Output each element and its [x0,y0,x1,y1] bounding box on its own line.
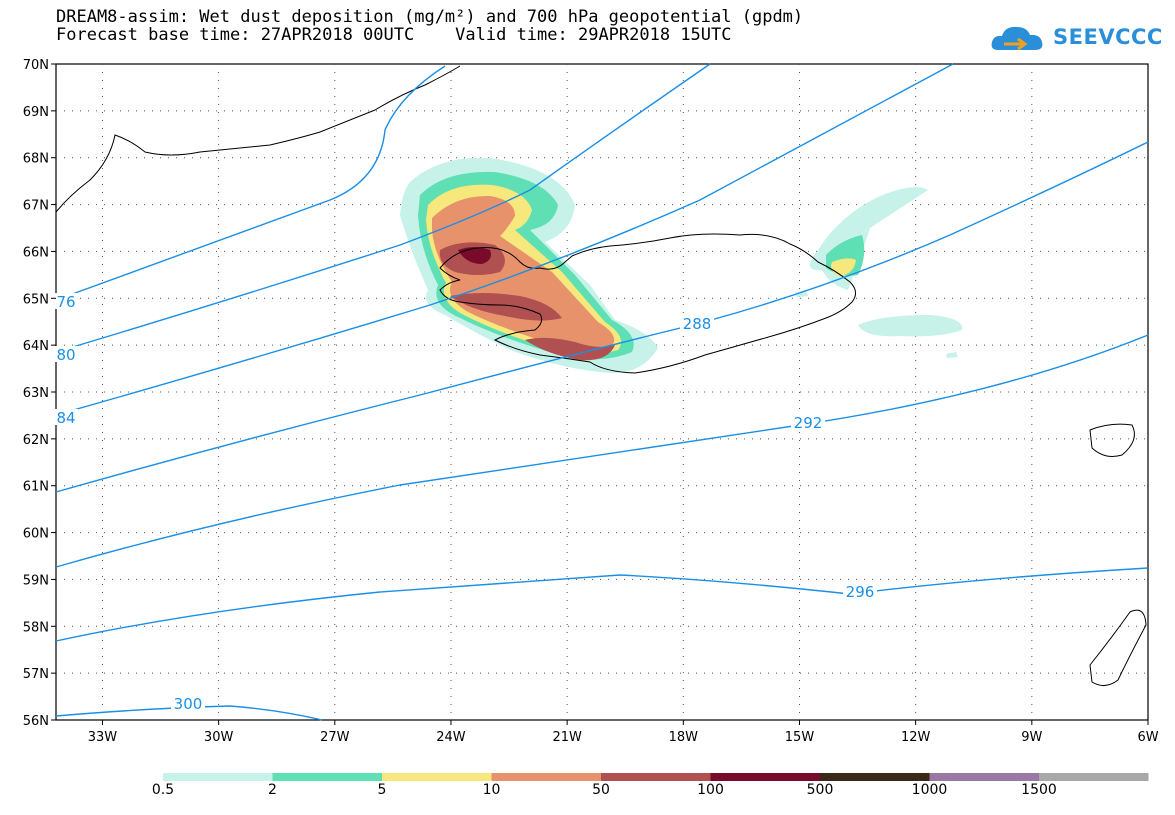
legend-swatch [272,773,382,781]
legend-label: 500 [806,782,834,798]
contour-label: 84 [56,409,75,427]
contour-line [55,141,1149,493]
legend-label: 50 [592,782,610,798]
lat-label: 62N [23,433,49,448]
contour-line [55,334,1149,568]
contour-label: 76 [56,293,75,311]
deposition-area-50-100 [525,337,615,361]
lat-label: 64N [23,339,49,354]
lon-label: 24W [436,730,466,745]
lat-label: 65N [23,292,49,307]
longitude-axis: 33W 30W 27W 24W 21W 18W 15W 12W 9W 6W [88,720,1159,745]
logo-text: SEEVCCC [1053,25,1163,49]
lat-label: 63N [23,386,49,401]
contour-line [55,567,1149,642]
lat-label: 61N [23,480,49,495]
lat-label: 66N [23,245,49,260]
map-subtitle-times: Forecast base time: 27APR2018 00UTC Vali… [56,25,732,45]
contour-line [55,63,711,353]
graticule-grid [56,64,1148,720]
lon-label: 12W [901,730,931,745]
contour-label-bg [171,695,205,711]
contour-label-bg [54,409,78,425]
coastlines [55,65,1147,686]
contour-label-bg [843,583,877,599]
deposition-area-low [946,352,958,358]
contour-line [55,65,446,301]
lat-label: 57N [23,667,49,682]
lat-label: 58N [23,620,49,635]
contour-label-bg [54,293,78,309]
legend-label: 0.5 [151,782,175,798]
contour-label-bg [791,414,825,430]
legend-swatch [491,773,601,781]
contour-labels: 76 80 84 288 292 296 300 [54,293,877,713]
contour-label-bg [680,315,714,331]
legend-swatch [382,773,492,781]
contour-label: 296 [846,583,875,601]
contour-label-bg [54,346,78,362]
legend-label: 1500 [1021,782,1057,798]
contour-label: 300 [174,695,203,713]
contour-label: 292 [794,414,823,432]
lon-label: 15W [785,730,815,745]
legend-colorbar [163,773,1149,781]
deposition-area-50-100 [450,293,562,321]
geopotential-contours [55,63,1149,721]
coastline-scotland [1089,423,1135,457]
lat-label: 60N [23,527,49,542]
contour-line [55,705,323,721]
latitude-axis: 70N 69N 68N 67N 66N 65N 64N 63N 62N 61N 60N 59N 58N 5… [23,58,56,729]
contour-line [55,63,954,416]
legend-swatch [163,773,273,781]
deposition-area-low [858,315,963,337]
coastline-iceland [439,233,856,374]
lat-label: 56N [23,714,49,729]
lon-label: 30W [204,730,234,745]
legend-swatch [929,773,1039,781]
deposition-area-low [809,187,928,290]
lon-label: 18W [669,730,699,745]
lat-label: 59N [23,573,49,588]
deposition-area-5-10 [831,258,856,276]
lat-label: 70N [23,58,49,73]
legend-swatch [1039,773,1149,781]
legend-label: 10 [482,782,501,798]
lat-label: 68N [23,152,49,167]
legend-swatch [820,773,930,781]
lon-label: 33W [88,730,118,745]
lon-label: 21W [552,730,582,745]
cloud-logo-icon [991,26,1043,51]
legend-label: 100 [697,782,724,798]
map-title: DREAM8-assim: Wet dust deposition (mg/m²… [56,7,804,27]
legend-swatch [601,773,711,781]
contour-label: 288 [683,315,712,333]
legend-label: 2 [268,782,277,798]
lat-label: 69N [23,105,49,120]
coastline-scotland [1089,609,1147,686]
lon-label: 6W [1137,730,1158,745]
dust-deposition-layer [400,157,963,373]
lat-label: 67N [23,199,49,214]
legend-swatch [710,773,820,781]
legend-label: 1000 [911,782,948,798]
coastline-greenland [55,65,461,213]
legend-label: 5 [377,782,387,798]
lon-label: 27W [320,730,350,745]
lon-label: 9W [1021,730,1042,745]
contour-label: 80 [56,346,75,364]
deposition-area-100-500 [458,247,491,264]
